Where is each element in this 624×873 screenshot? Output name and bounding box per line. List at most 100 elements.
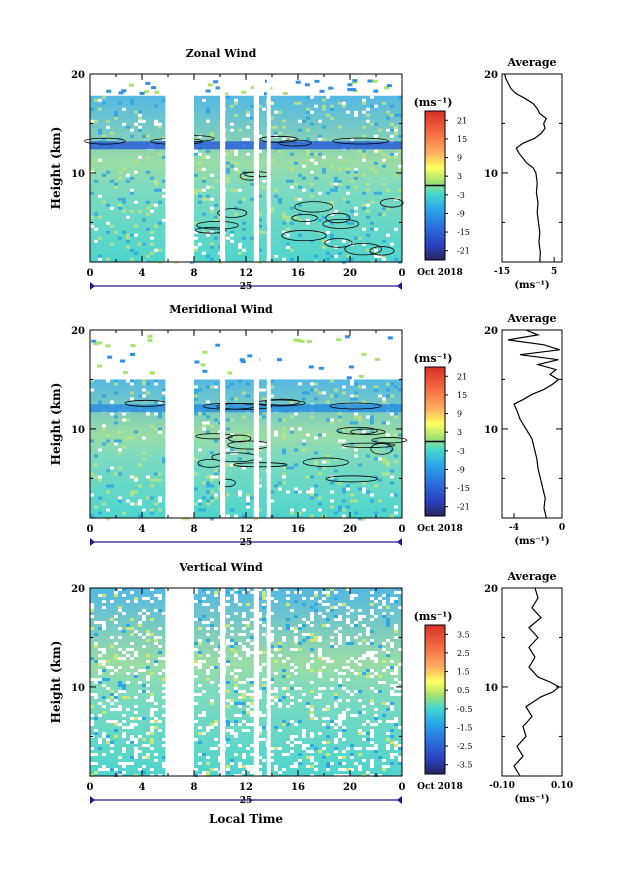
heatmap-cell-empty bbox=[386, 747, 390, 750]
heatmap-cell bbox=[234, 678, 238, 681]
heatmap-cell bbox=[198, 412, 202, 416]
average-title: Average bbox=[506, 570, 556, 583]
heatmap-cell-empty bbox=[206, 726, 210, 729]
heatmap-cell-empty bbox=[282, 636, 286, 639]
heatmap-cell-empty bbox=[338, 618, 342, 621]
heatmap-cell-empty bbox=[294, 636, 298, 639]
heatmap-cell bbox=[322, 170, 326, 174]
heatmap-cell-empty bbox=[374, 254, 378, 258]
heatmap-cell bbox=[134, 675, 138, 678]
heatmap-cell bbox=[270, 645, 274, 648]
heatmap-cell-empty bbox=[262, 624, 266, 627]
data-gap bbox=[165, 588, 194, 776]
heatmap-cell bbox=[282, 212, 286, 216]
heatmap-cell bbox=[282, 481, 286, 485]
heatmap-cell-empty bbox=[94, 729, 98, 732]
heatmap-cell-empty bbox=[322, 666, 326, 669]
heatmap-cell-empty bbox=[362, 624, 366, 627]
heatmap-cell-empty bbox=[354, 621, 358, 624]
sparse-cell bbox=[147, 335, 153, 339]
heatmap-cell bbox=[242, 197, 246, 201]
heatmap-cell-empty bbox=[122, 594, 126, 597]
heatmap-cell-empty bbox=[134, 753, 138, 756]
heatmap-cell-empty bbox=[290, 681, 294, 684]
heatmap-cell-empty bbox=[390, 493, 394, 497]
heatmap-cell-empty bbox=[250, 678, 254, 681]
heatmap-cell-empty bbox=[282, 475, 286, 479]
heatmap-cell-empty bbox=[398, 681, 402, 684]
heatmap-cell bbox=[358, 732, 362, 735]
heatmap-cell-empty bbox=[250, 591, 254, 594]
heatmap-cell-empty bbox=[326, 609, 330, 612]
heatmap-cell bbox=[118, 206, 122, 210]
heatmap-cell-empty bbox=[118, 448, 122, 452]
heatmap-cell bbox=[246, 382, 250, 386]
heatmap-cell bbox=[202, 615, 206, 618]
heatmap-cell bbox=[386, 472, 390, 476]
heatmap-cell bbox=[254, 517, 258, 521]
heatmap-cell-empty bbox=[350, 609, 354, 612]
heatmap-cell bbox=[382, 768, 386, 771]
heatmap-cell-empty bbox=[134, 478, 138, 482]
heatmap-cell-empty bbox=[318, 517, 322, 521]
heatmap-cell bbox=[346, 215, 350, 219]
heatmap-cell-empty bbox=[366, 119, 370, 123]
heatmap-cell-empty bbox=[330, 490, 334, 494]
heatmap-cell-empty bbox=[334, 209, 338, 213]
heatmap-cell-empty bbox=[342, 687, 346, 690]
heatmap-cell-empty bbox=[302, 188, 306, 192]
heatmap-cell-empty bbox=[194, 618, 198, 621]
heatmap-cell bbox=[158, 472, 162, 476]
sparse-cell bbox=[304, 83, 310, 87]
heatmap-cell-empty bbox=[162, 391, 166, 395]
heatmap-cell bbox=[198, 463, 202, 467]
heatmap-cell bbox=[114, 657, 118, 660]
colorbar-tick-label: 15 bbox=[457, 135, 467, 144]
heatmap-cell bbox=[382, 164, 386, 168]
heatmap-cell bbox=[362, 125, 366, 129]
heatmap-cell bbox=[270, 116, 274, 120]
heatmap-cell-empty bbox=[390, 597, 394, 600]
heatmap-cell bbox=[350, 257, 354, 261]
heatmap-cell bbox=[230, 699, 234, 702]
heatmap-cell-empty bbox=[354, 762, 358, 765]
heatmap-cell-empty bbox=[238, 603, 242, 606]
heatmap-cell bbox=[126, 245, 130, 249]
sparse-cell bbox=[200, 363, 206, 367]
heatmap-cell-empty bbox=[362, 723, 366, 726]
heatmap-cell bbox=[214, 469, 218, 473]
heatmap-cell-empty bbox=[122, 690, 126, 693]
heatmap-cell bbox=[230, 397, 234, 401]
heatmap-cell bbox=[258, 412, 262, 416]
heatmap-cell bbox=[94, 454, 98, 458]
heatmap-cell bbox=[146, 391, 150, 395]
heatmap-cell-empty bbox=[270, 654, 274, 657]
heatmap-cell-empty bbox=[134, 233, 138, 237]
heatmap-cell-empty bbox=[230, 239, 234, 243]
heatmap-cell-empty bbox=[310, 487, 314, 491]
colorbar-tick-label: 1.5 bbox=[457, 668, 470, 677]
heatmap-cell bbox=[358, 672, 362, 675]
heatmap-cell bbox=[162, 397, 166, 401]
heatmap-cell-empty bbox=[126, 648, 130, 651]
heatmap-cell-empty bbox=[134, 705, 138, 708]
heatmap-cell bbox=[158, 651, 162, 654]
heatmap-cell bbox=[98, 627, 102, 630]
contour-line bbox=[341, 442, 396, 448]
heatmap-cell-empty bbox=[146, 744, 150, 747]
heatmap-cell bbox=[322, 167, 326, 171]
heatmap-cell-empty bbox=[118, 496, 122, 500]
contour-line bbox=[325, 475, 378, 483]
heatmap-cell-empty bbox=[370, 687, 374, 690]
heatmap-cell-empty bbox=[206, 627, 210, 630]
heatmap-cell bbox=[226, 179, 230, 183]
colorbar-tick-label: 3.5 bbox=[457, 630, 470, 639]
heatmap-cell bbox=[194, 487, 198, 491]
heatmap-cell-empty bbox=[238, 762, 242, 765]
heatmap-cell bbox=[114, 696, 118, 699]
heatmap-cell bbox=[330, 606, 334, 609]
heatmap-cell bbox=[94, 158, 98, 162]
heatmap-cell-empty bbox=[102, 648, 106, 651]
heatmap-cell bbox=[258, 194, 262, 198]
heatmap-cell-empty bbox=[382, 759, 386, 762]
